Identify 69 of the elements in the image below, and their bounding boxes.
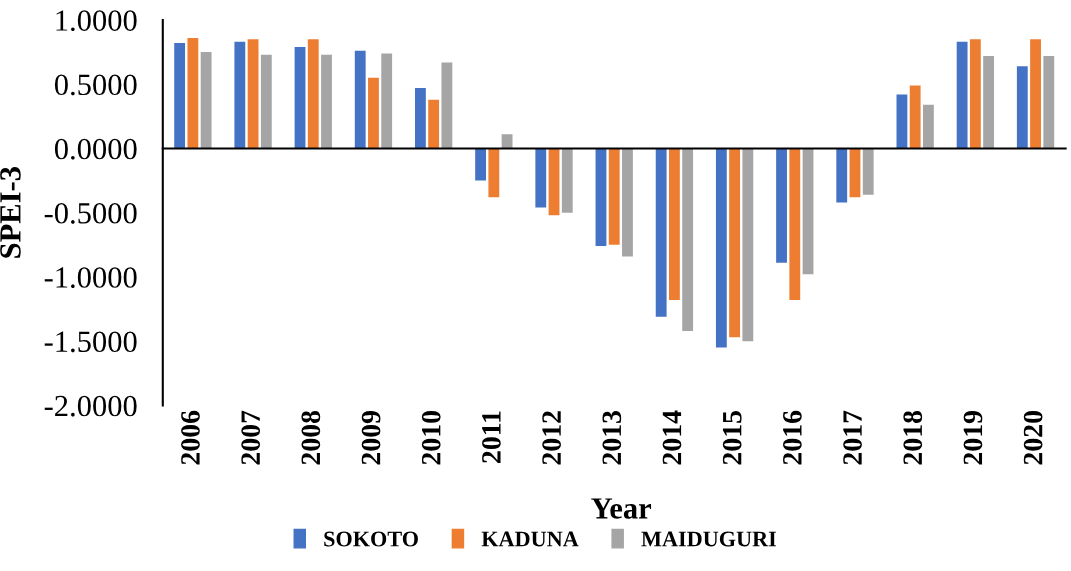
legend-label: MAIDUGURI (641, 531, 777, 547)
bar (200, 52, 212, 149)
bar (715, 148, 727, 348)
y-tick-label: 0.0000 (54, 138, 137, 160)
y-tick-label: -1.0000 (44, 267, 137, 288)
bar (488, 148, 500, 198)
x-tick-label: 2008 (301, 410, 321, 465)
bar (668, 148, 680, 301)
bar (247, 39, 259, 149)
x-tick-label: 2007 (241, 410, 261, 465)
y-tick-label: -2.0000 (44, 395, 137, 417)
bar (260, 54, 272, 149)
legend-label: KADUNA (481, 531, 579, 547)
bar (729, 148, 741, 338)
bar (441, 62, 453, 149)
bar (294, 46, 306, 149)
x-tick-label: 2016 (783, 410, 802, 465)
bar (414, 88, 426, 149)
x-tick-label: 2012 (542, 411, 561, 465)
bar (535, 148, 547, 208)
bar (595, 148, 607, 247)
bar (862, 148, 874, 195)
x-tick-label: 2020 (1023, 411, 1043, 465)
bar (354, 50, 366, 149)
bar (428, 99, 440, 149)
x-tick-label: 2013 (602, 410, 622, 465)
bar (789, 148, 801, 301)
bar (956, 41, 968, 149)
legend-label: SOKOTO (324, 531, 418, 547)
x-tick-label: 2014 (662, 410, 682, 465)
bar (381, 53, 393, 149)
bar (1043, 55, 1055, 149)
bar (969, 39, 981, 149)
bar (742, 148, 754, 342)
x-tick-label: 2015 (722, 411, 742, 465)
bar (187, 37, 199, 149)
bar (983, 55, 995, 149)
x-tick-label: 2006 (181, 410, 200, 465)
bar (655, 148, 667, 317)
x-tick-label: 2017 (843, 410, 862, 465)
y-tick-label: -0.5000 (44, 202, 137, 224)
bar (802, 148, 814, 275)
x-tick-label: 2009 (361, 411, 381, 465)
bar (922, 104, 934, 149)
bar (622, 148, 633, 257)
bar (234, 41, 246, 149)
x-tick-label: 2019 (963, 411, 983, 465)
y-tick-label: -1.5000 (44, 331, 137, 353)
bar (608, 148, 620, 245)
x-tick-label: 2010 (421, 411, 441, 465)
y-tick-label: 0.5000 (54, 74, 137, 96)
x-tick-label: 2018 (903, 410, 923, 465)
bar (909, 85, 921, 149)
bar (321, 54, 332, 149)
bar (548, 148, 560, 216)
bar (836, 148, 848, 203)
y-tick-label: 1.0000 (56, 10, 137, 32)
bar (682, 148, 694, 331)
bar (368, 77, 379, 149)
bar (776, 148, 787, 263)
y-axis-title: SPEI-3 (0, 167, 21, 258)
bar (561, 148, 573, 213)
bar (475, 148, 487, 181)
bar (1016, 66, 1028, 149)
bar (1030, 39, 1041, 149)
bar (174, 43, 186, 149)
x-tick-label: 2011 (482, 411, 501, 463)
x-axis-title: Year (591, 498, 652, 519)
bar (307, 39, 319, 149)
